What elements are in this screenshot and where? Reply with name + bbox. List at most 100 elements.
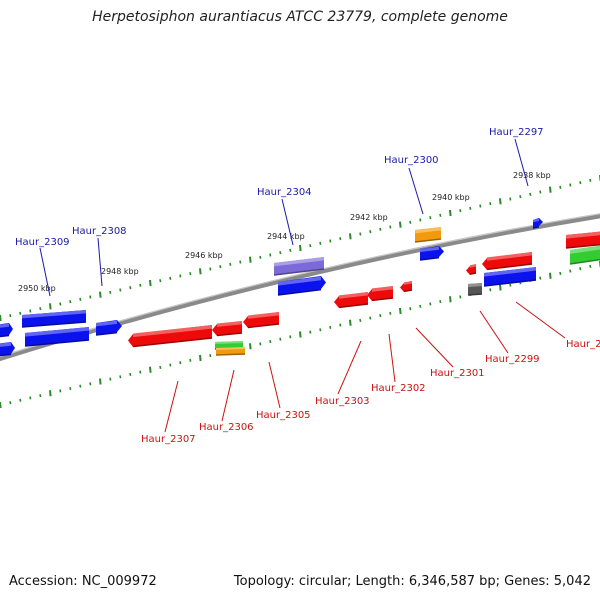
gene-label-haur-2303[interactable]: Haur_2303	[315, 396, 370, 407]
minor-tick	[429, 216, 432, 220]
minor-tick	[29, 309, 32, 313]
gene-fwd-right[interactable]	[483, 267, 537, 287]
gene-haur-2309b[interactable]	[24, 327, 90, 347]
gene-haur-2304[interactable]	[273, 257, 325, 276]
gene-shadow	[273, 268, 325, 276]
gene-shadow	[419, 256, 440, 261]
gene-label-haur-2307[interactable]: Haur_2307	[141, 434, 196, 445]
leader-line	[39, 247, 51, 297]
minor-tick	[109, 290, 112, 294]
minor-tick	[19, 398, 22, 402]
minor-tick	[119, 375, 122, 379]
minor-tick	[319, 241, 322, 245]
gene-haur-2299[interactable]	[466, 264, 477, 275]
minor-tick	[109, 377, 112, 381]
minor-tick	[209, 354, 212, 358]
gene-haur-2305[interactable]	[243, 312, 280, 329]
gene-label-haur-2305[interactable]: Haur_2305	[256, 410, 311, 421]
gene-highlight	[468, 283, 482, 288]
gene-shadow	[216, 332, 243, 337]
gene-highlight	[133, 325, 212, 338]
gene-haur-2301[interactable]	[400, 281, 413, 293]
minor-tick	[289, 335, 292, 339]
gene-rev-right-top[interactable]	[565, 231, 600, 249]
minor-tick	[319, 328, 322, 332]
gene-highlight	[25, 327, 89, 337]
minor-tick	[119, 288, 122, 292]
minor-tick	[59, 302, 62, 306]
gene-label-haur-2306[interactable]: Haur_2306	[199, 422, 254, 433]
minor-tick	[569, 183, 572, 187]
gene-haur-2306-rna-o[interactable]	[215, 347, 246, 356]
gene-haur-2299-pseudo[interactable]	[467, 283, 483, 296]
minor-tick	[539, 190, 542, 194]
gene-haur-2309[interactable]	[21, 310, 87, 328]
gene-shadow	[24, 339, 90, 347]
gene-label-haur-2299[interactable]: Haur_2299	[485, 354, 540, 365]
minor-tick	[59, 389, 62, 393]
kbp-label: 2938 kbp	[513, 171, 551, 180]
gene-label-haur-2302[interactable]: Haur_2302	[371, 383, 426, 394]
gene-haur-2306[interactable]	[212, 321, 243, 337]
minor-tick	[269, 253, 272, 257]
minor-tick	[229, 262, 232, 266]
gene-label-haur-2300[interactable]: Haur_2300	[384, 155, 439, 166]
gene-shadow	[565, 243, 600, 249]
gene-haur-2308[interactable]	[95, 320, 122, 336]
gene-left-b[interactable]	[0, 342, 15, 357]
gene-label-haur-2297[interactable]: Haur_2297	[489, 127, 544, 138]
leader-line	[281, 198, 294, 246]
gene-shadow	[469, 272, 477, 275]
leader-line	[97, 237, 103, 287]
leader-line	[408, 167, 424, 215]
minor-tick	[469, 206, 472, 210]
kbp-label: 2942 kbp	[350, 213, 388, 222]
gene-label-haur-2298[interactable]: Haur_2298	[566, 339, 600, 350]
gene-labels: Haur_2297 Haur_2300 Haur_2304 Haur_2308 …	[15, 127, 600, 445]
gene-label-haur-2308[interactable]: Haur_2308	[72, 226, 127, 237]
major-tick	[249, 256, 252, 263]
gene-haur-2297[interactable]	[532, 218, 543, 229]
gene-haur-2302[interactable]	[367, 286, 394, 302]
gene-highlight	[533, 218, 539, 223]
gene-highlight	[278, 276, 321, 286]
gene-haur-2300[interactable]	[419, 246, 444, 261]
gene-haur-2304b[interactable]	[277, 276, 326, 296]
minor-tick	[569, 269, 572, 273]
minor-tick	[139, 370, 142, 374]
gene-haur-2298[interactable]	[482, 252, 533, 271]
major-tick	[549, 272, 552, 279]
kbp-label: 2950 kbp	[18, 284, 56, 293]
gene-label-haur-2309[interactable]: Haur_2309	[15, 237, 70, 248]
gene-haur-2300-rna[interactable]	[414, 227, 442, 243]
gene-rna-green-right[interactable]	[569, 245, 600, 265]
gene-highlight	[0, 342, 11, 347]
gene-left-a[interactable]	[0, 323, 13, 338]
minor-tick	[309, 330, 312, 334]
minor-tick	[419, 218, 422, 222]
minor-tick	[359, 232, 362, 236]
major-tick	[149, 366, 152, 373]
minor-tick	[489, 288, 492, 292]
gene-shadow	[483, 279, 537, 287]
minor-tick	[189, 272, 192, 276]
minor-tick	[339, 237, 342, 241]
gene-highlight	[215, 341, 243, 344]
map-title: Herpetosiphon aurantiacus ATCC 23779, co…	[92, 9, 508, 25]
gene-highlight	[484, 267, 536, 277]
gene-haur-2303[interactable]	[334, 292, 369, 309]
gene-highlight	[216, 347, 245, 350]
major-tick	[399, 307, 402, 315]
genome-summary-text: Topology: circular; Length: 6,346,587 bp…	[233, 574, 591, 589]
minor-tick	[509, 283, 512, 287]
gene-label-haur-2301[interactable]: Haur_2301	[430, 368, 485, 379]
gene-label-haur-2304[interactable]: Haur_2304	[257, 187, 312, 198]
outer-tick-track	[0, 175, 600, 322]
gene-highlight	[470, 264, 476, 268]
major-tick	[149, 279, 152, 287]
minor-tick	[559, 271, 562, 275]
gene-haur-2307[interactable]	[128, 325, 213, 348]
gene-shadow	[532, 226, 540, 229]
minor-tick	[79, 384, 82, 388]
gene-shadow	[338, 303, 369, 309]
